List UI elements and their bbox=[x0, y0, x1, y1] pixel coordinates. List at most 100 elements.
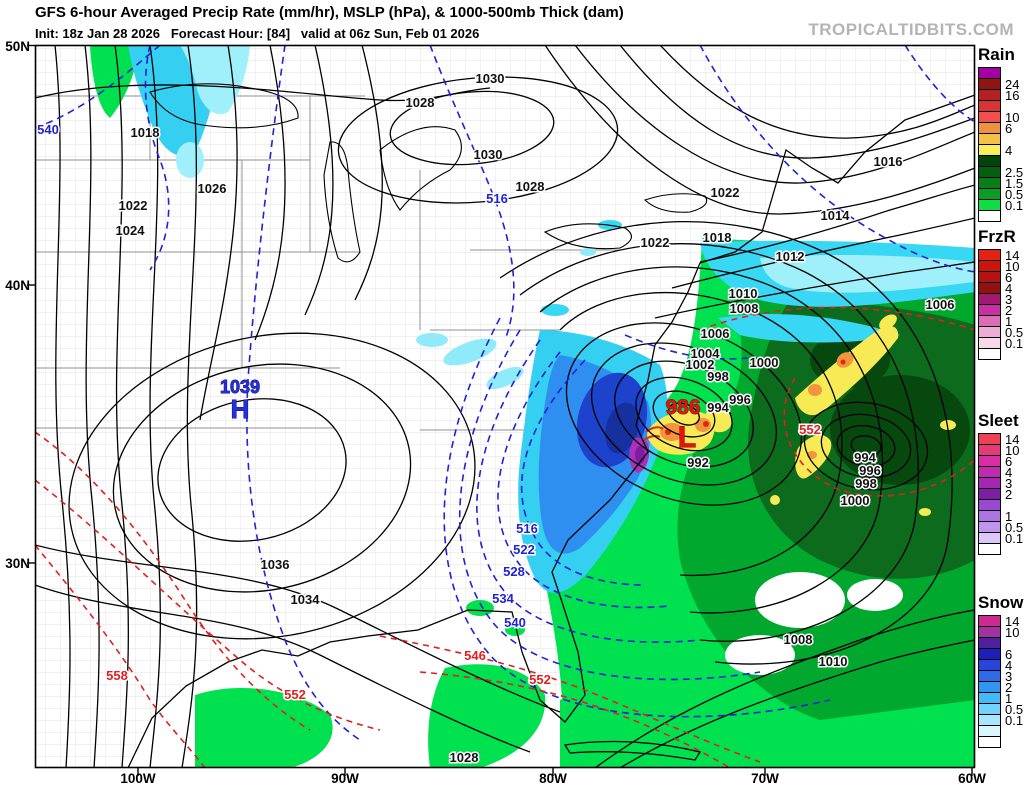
svg-text:1026: 1026 bbox=[198, 181, 227, 196]
legend-color-row: 0.1 bbox=[978, 336, 1024, 351]
legend-color-row: 14 bbox=[978, 614, 1024, 629]
legend-value-label: 0.1 bbox=[1005, 531, 1024, 546]
thickness-red-contours bbox=[35, 306, 975, 768]
legend-color-row bbox=[978, 736, 1024, 748]
legend-color-row bbox=[978, 210, 1024, 222]
svg-text:516: 516 bbox=[486, 191, 508, 206]
svg-text:1004: 1004 bbox=[691, 346, 721, 361]
svg-text:516: 516 bbox=[516, 521, 538, 536]
low-pressure-symbol: L bbox=[678, 421, 696, 454]
lon-label-100w: 100W bbox=[120, 771, 156, 786]
legend-sleet: Sleet 14 10 6 4 bbox=[978, 412, 1024, 555]
svg-text:1000: 1000 bbox=[750, 355, 779, 370]
thickness-blue-contours bbox=[35, 45, 975, 741]
legend-color-row: 0.1 bbox=[978, 713, 1024, 728]
legend-value-label: 2 bbox=[1005, 487, 1013, 502]
svg-text:1030: 1030 bbox=[476, 71, 505, 86]
svg-text:1008: 1008 bbox=[784, 632, 813, 647]
map-title: GFS 6-hour Averaged Precip Rate (mm/hr),… bbox=[35, 4, 624, 21]
legend-color-swatch bbox=[978, 210, 1001, 222]
svg-text:1014: 1014 bbox=[821, 208, 851, 223]
lon-label-60w: 60W bbox=[958, 771, 986, 786]
legend-sleet-scale: 14 10 6 4 3 bbox=[978, 433, 1024, 555]
legend-value-label: 6 bbox=[1005, 454, 1013, 469]
legend-value-label: 16 bbox=[1005, 88, 1020, 103]
legend-value-label: 24 bbox=[1005, 77, 1020, 92]
legend-snow-scale: 14 10 6 4 bbox=[978, 614, 1024, 748]
svg-text:1030: 1030 bbox=[474, 147, 503, 162]
legend-color-swatch bbox=[978, 543, 1001, 555]
legend-value-label: 4 bbox=[1005, 143, 1013, 158]
legend-value-label: 0.5 bbox=[1005, 520, 1024, 535]
lon-axis: 100W 90W 80W 70W 60W bbox=[120, 771, 986, 786]
legend-value-label: 14 bbox=[1005, 614, 1020, 629]
legend-rain: Rain 24 16 bbox=[978, 46, 1024, 222]
lon-label-80w: 80W bbox=[539, 771, 567, 786]
svg-text:552: 552 bbox=[284, 687, 306, 702]
svg-text:558: 558 bbox=[106, 668, 128, 683]
svg-text:1024: 1024 bbox=[116, 223, 146, 238]
svg-text:528: 528 bbox=[503, 564, 525, 579]
svg-text:994: 994 bbox=[854, 450, 876, 465]
legend-value-label: 10 bbox=[1005, 625, 1020, 640]
legend-value-label: 0.1 bbox=[1005, 713, 1024, 728]
legend-value-label: 4 bbox=[1005, 658, 1013, 673]
high-pressure-symbol: H bbox=[231, 394, 250, 424]
svg-text:1010: 1010 bbox=[729, 286, 758, 301]
legend-color-row: 1 bbox=[978, 314, 1024, 329]
precip-sleet-areas bbox=[629, 437, 650, 473]
legend-value-label: 10 bbox=[1005, 443, 1020, 458]
legend-color-swatch bbox=[978, 348, 1001, 360]
legend-value-label: 1 bbox=[1005, 314, 1013, 329]
svg-text:1018: 1018 bbox=[703, 230, 732, 245]
svg-text:1022: 1022 bbox=[641, 235, 670, 250]
legend-value-label: 1.5 bbox=[1005, 176, 1024, 191]
legend-color-row: 0.5 bbox=[978, 703, 1024, 716]
lat-axis: 50N 40N 30N bbox=[5, 39, 30, 571]
legend-value-label: 3 bbox=[1005, 292, 1013, 307]
svg-text:992: 992 bbox=[687, 455, 709, 470]
svg-text:994: 994 bbox=[707, 400, 729, 415]
svg-text:1028: 1028 bbox=[450, 750, 479, 765]
contour-labels: 1030 1028 1018 1026 1022 1024 1030 1028 … bbox=[36, 70, 956, 767]
svg-text:1028: 1028 bbox=[406, 95, 435, 110]
legend-value-label: 1 bbox=[1005, 691, 1013, 706]
svg-text:1002: 1002 bbox=[686, 357, 715, 372]
legend-color-row: 16 bbox=[978, 88, 1024, 103]
legend-snow-title: Snow bbox=[978, 593, 1024, 612]
map-init-line: Init: 18z Jan 28 2026 Forecast Hour: [84… bbox=[35, 26, 480, 41]
svg-text:1006: 1006 bbox=[926, 297, 955, 312]
svg-text:540: 540 bbox=[37, 122, 59, 137]
svg-text:998: 998 bbox=[855, 476, 877, 491]
svg-text:522: 522 bbox=[513, 542, 535, 557]
svg-text:1034: 1034 bbox=[291, 592, 321, 607]
legend-color-row: 10 bbox=[978, 443, 1024, 458]
legend-value-label: 10 bbox=[1005, 259, 1020, 274]
legend-color-row bbox=[978, 348, 1024, 360]
legend-value-label: 0.5 bbox=[1005, 325, 1024, 340]
legend-color-row: 14 bbox=[978, 249, 1024, 262]
legend-value-label: 0.1 bbox=[1005, 336, 1024, 351]
legend-value-label: 0.1 bbox=[1005, 198, 1024, 213]
svg-text:546: 546 bbox=[464, 648, 486, 663]
legend-color-row bbox=[978, 543, 1024, 555]
map-frame: 50N 40N 30N 100W 90W 80W 70W 60W bbox=[5, 39, 986, 786]
mslp-contours bbox=[35, 45, 975, 768]
legend-frzr-title: FrzR bbox=[978, 227, 1016, 246]
legend-value-label: 6 bbox=[1005, 647, 1013, 662]
svg-text:1000: 1000 bbox=[841, 493, 870, 508]
svg-text:1016: 1016 bbox=[874, 154, 903, 169]
legend-value-label: 6 bbox=[1005, 121, 1013, 136]
legend-value-label: 4 bbox=[1005, 465, 1013, 480]
legend-color-row: 0.1 bbox=[978, 531, 1024, 546]
svg-text:1008: 1008 bbox=[730, 301, 759, 316]
legend-value-label: 2.5 bbox=[1005, 165, 1024, 180]
legend-value-label: 4 bbox=[1005, 281, 1013, 296]
svg-text:1036: 1036 bbox=[261, 557, 290, 572]
lat-label-50n: 50N bbox=[5, 39, 30, 54]
lat-label-40n: 40N bbox=[5, 278, 30, 293]
svg-text:996: 996 bbox=[729, 392, 751, 407]
legend-value-label: 3 bbox=[1005, 476, 1013, 491]
